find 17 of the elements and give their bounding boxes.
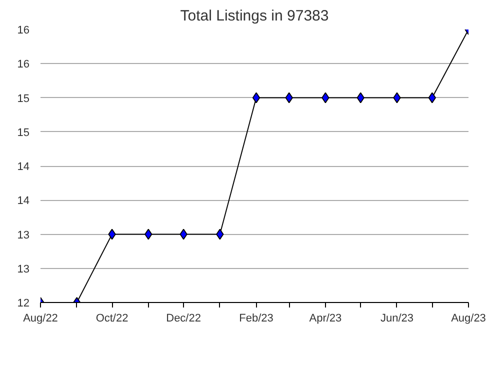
x-tick-label: Dec/22	[166, 312, 201, 324]
chart-title: Total Listings in 97383	[180, 8, 329, 24]
y-tick-label: 14	[17, 161, 30, 173]
y-tick-label: 13	[17, 229, 30, 242]
y-tick-label: 16	[17, 24, 30, 36]
x-tick-label: Aug/23	[451, 312, 486, 324]
y-tick-label: 13	[17, 263, 30, 276]
y-tick-label: 15	[17, 126, 30, 139]
x-tick-label: Feb/23	[239, 312, 274, 324]
y-tick-label: 14	[17, 195, 30, 208]
x-tick-label: Oct/22	[96, 312, 128, 324]
x-tick-label: Aug/22	[23, 312, 58, 324]
x-tick-label: Apr/23	[309, 312, 342, 324]
y-tick-label: 12	[17, 298, 30, 310]
y-tick-label: 15	[17, 92, 30, 105]
x-tick-label: Jun/23	[380, 312, 414, 324]
y-tick-label: 16	[17, 58, 30, 71]
